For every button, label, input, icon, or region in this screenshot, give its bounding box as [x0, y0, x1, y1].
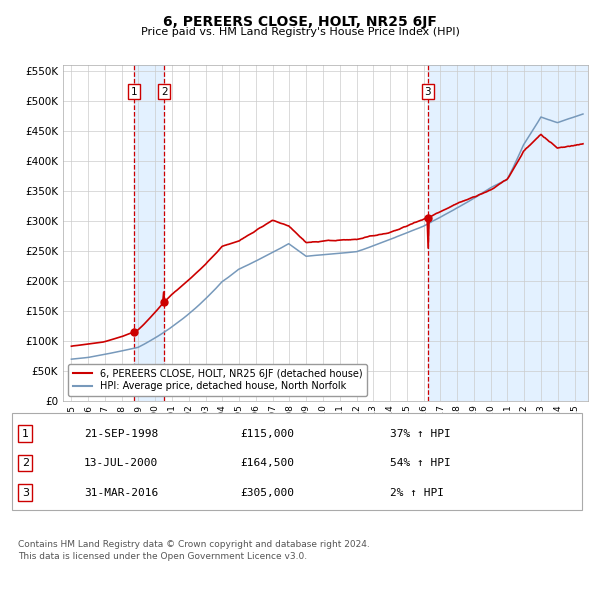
Text: 2: 2: [22, 458, 29, 468]
Text: £164,500: £164,500: [240, 458, 294, 468]
Text: £115,000: £115,000: [240, 429, 294, 438]
Text: 2: 2: [161, 87, 167, 97]
Text: 37% ↑ HPI: 37% ↑ HPI: [390, 429, 451, 438]
Text: 6, PEREERS CLOSE, HOLT, NR25 6JF: 6, PEREERS CLOSE, HOLT, NR25 6JF: [163, 15, 437, 29]
Text: 31-MAR-2016: 31-MAR-2016: [84, 488, 158, 497]
Text: 3: 3: [425, 87, 431, 97]
Bar: [428, 65, 588, 401]
Legend: 6, PEREERS CLOSE, HOLT, NR25 6JF (detached house), HPI: Average price, detached : 6, PEREERS CLOSE, HOLT, NR25 6JF (detach…: [68, 363, 367, 396]
Text: £305,000: £305,000: [240, 488, 294, 497]
Text: 1: 1: [130, 87, 137, 97]
Text: 13-JUL-2000: 13-JUL-2000: [84, 458, 158, 468]
Text: 1: 1: [22, 429, 29, 438]
Text: 21-SEP-1998: 21-SEP-1998: [84, 429, 158, 438]
Text: Contains HM Land Registry data © Crown copyright and database right 2024.: Contains HM Land Registry data © Crown c…: [18, 540, 370, 549]
Text: 2% ↑ HPI: 2% ↑ HPI: [390, 488, 444, 497]
Text: This data is licensed under the Open Government Licence v3.0.: This data is licensed under the Open Gov…: [18, 552, 307, 560]
Bar: [134, 65, 164, 401]
Text: 3: 3: [22, 488, 29, 497]
Text: Price paid vs. HM Land Registry's House Price Index (HPI): Price paid vs. HM Land Registry's House …: [140, 27, 460, 37]
Text: 54% ↑ HPI: 54% ↑ HPI: [390, 458, 451, 468]
